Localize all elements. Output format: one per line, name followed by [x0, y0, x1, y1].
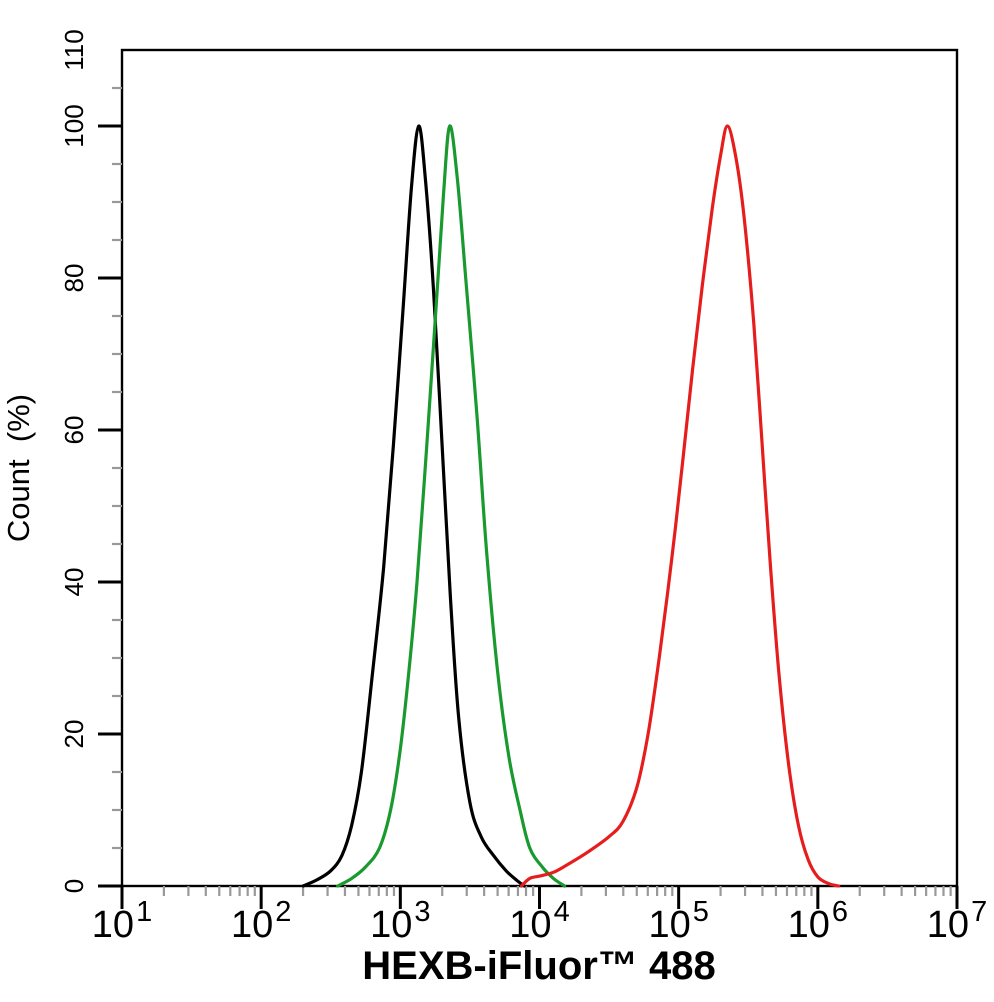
- y-axis-major-ticks: [98, 124, 122, 888]
- y-axis-title: Count (%): [1, 394, 36, 542]
- x-axis-title: HEXB-iFluor™ 488: [362, 944, 715, 988]
- x-tick-label: 107: [927, 896, 987, 946]
- x-axis-minor-ticks: [162, 886, 952, 896]
- x-tick-label: 103: [370, 896, 430, 946]
- y-tick-label: 100: [59, 104, 89, 147]
- x-tick-label: 102: [231, 896, 291, 946]
- x-tick-label: 106: [788, 896, 848, 946]
- x-tick-label: 104: [509, 896, 569, 946]
- y-tick-label: 0: [59, 879, 89, 893]
- y-tick-label: 110: [59, 29, 89, 70]
- curve-black: [301, 124, 526, 888]
- y-axis-minor-ticks: [112, 86, 122, 850]
- y-tick-label: 60: [59, 416, 89, 445]
- x-tick-label: 101: [92, 896, 152, 946]
- x-axis-tick-labels: 101 102 103 104 105 106 107: [92, 896, 987, 946]
- plot-border: [120, 48, 959, 888]
- x-axis-major-ticks: [120, 886, 959, 909]
- y-axis-tick-labels: 0 20 40 60 80 100 110: [59, 29, 89, 893]
- curve-green: [336, 124, 567, 888]
- histogram-curves: [301, 124, 841, 888]
- y-tick-label: 80: [59, 264, 89, 293]
- y-tick-label: 20: [59, 720, 89, 749]
- curve-red: [519, 124, 841, 888]
- x-tick-label: 105: [648, 896, 708, 946]
- y-tick-label: 40: [59, 568, 89, 597]
